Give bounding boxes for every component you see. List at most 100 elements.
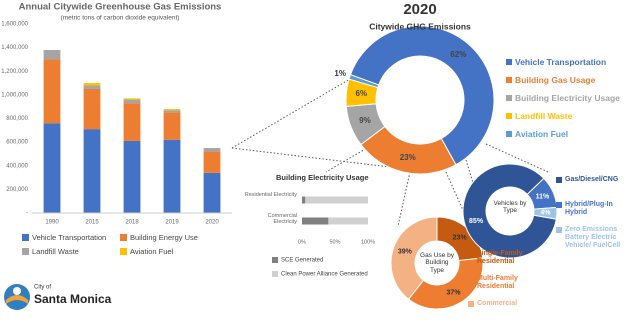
- legend-label: SCE Generated: [281, 258, 323, 264]
- data-label: 23%: [400, 153, 416, 162]
- y-tick-label: 1,600,000: [1, 22, 28, 28]
- legend-label: Multi-Family Residential: [477, 275, 518, 291]
- y-tick-label: 1,200,000: [1, 69, 28, 75]
- legend-label: Hybrid/Plug-In Hybrid: [565, 201, 613, 217]
- bar-segment: [83, 129, 101, 213]
- donut-slice: [390, 216, 438, 300]
- connector: [397, 171, 411, 227]
- x-tick-label: 2018: [125, 220, 139, 226]
- category-label: Commercial Electricity: [267, 213, 297, 226]
- x-tick-label: 2015: [85, 220, 99, 226]
- bar-segment: [123, 98, 141, 100]
- bar-segment: [123, 140, 141, 213]
- y-tick-label: 800,000: [6, 116, 28, 122]
- bar-segment: [83, 88, 101, 130]
- legend-swatch: [556, 177, 562, 183]
- bar-segment: [163, 109, 181, 111]
- category-label: Residential Electricity: [244, 192, 297, 198]
- legend-swatch: [22, 234, 29, 241]
- legend-swatch: [120, 234, 127, 241]
- data-label: 6%: [356, 89, 368, 98]
- logo-sun: [13, 287, 21, 295]
- y-tick-label: 1,000,000: [1, 92, 28, 98]
- donut-slice: [348, 74, 380, 89]
- legend-label: Landfill Waste: [32, 247, 79, 256]
- legend-label: Building Electricity Usage: [515, 93, 620, 103]
- x-tick-label: 2020: [205, 220, 219, 226]
- legend-label: Building Energy Use: [130, 233, 198, 242]
- logo-line2: Santa Monica: [34, 292, 112, 306]
- donut-slice: [349, 25, 495, 166]
- data-label: 39%: [398, 249, 413, 256]
- x-tick-label: 2019: [165, 220, 179, 226]
- donut-slice: [462, 163, 557, 259]
- legend-label: Gas/Diesel/CNG: [565, 176, 619, 183]
- bar-segment: [123, 99, 141, 104]
- data-label: 11%: [536, 193, 550, 200]
- legend-swatch: [468, 301, 474, 307]
- logo-line1: City of: [34, 285, 51, 291]
- bar-segment: [163, 112, 181, 140]
- data-label: 23%: [453, 235, 468, 242]
- data-label: 1%: [334, 69, 346, 78]
- donut-slice: [533, 206, 558, 220]
- bar-segment: [302, 196, 306, 204]
- chart-title: Building Electricity Usage: [276, 173, 369, 182]
- y-tick-label: 400,000: [6, 163, 28, 169]
- legend-label: Clean Power Alliance Generated: [281, 272, 368, 278]
- bar-segment: [123, 103, 141, 141]
- connector: [231, 71, 363, 149]
- y-tick-label: 1,400,000: [1, 45, 28, 51]
- bar-segment: [83, 85, 101, 89]
- legend-swatch: [506, 113, 512, 119]
- legend-label: Single-Family Residential: [477, 250, 523, 266]
- bar-segment: [305, 196, 368, 204]
- legend-label: Commercial: [477, 300, 518, 307]
- bar-segment: [43, 59, 61, 124]
- chart-title: 2020: [403, 1, 436, 18]
- legend-label: Building Gas Usage: [515, 75, 596, 85]
- data-label: 9%: [359, 116, 371, 125]
- x-tick-label: 0%: [298, 239, 306, 245]
- legend-swatch: [468, 276, 474, 282]
- y-tick-label: 600,000: [6, 140, 28, 146]
- bar-segment: [302, 217, 329, 225]
- x-tick-label: 50%: [329, 239, 340, 245]
- legend-swatch: [120, 248, 127, 255]
- y-tick-label: -: [26, 211, 28, 217]
- legend-swatch: [272, 271, 278, 277]
- legend-label: Vehicle Transportation: [32, 233, 106, 242]
- legend-label: Landfill Waste: [515, 111, 573, 121]
- bar-segment: [328, 217, 368, 225]
- data-label: 62%: [450, 50, 466, 59]
- data-label: 85%: [469, 218, 484, 225]
- bar-segment: [163, 110, 181, 113]
- logo-wave: [6, 295, 28, 304]
- bar-segment: [203, 151, 221, 173]
- chart-title: Annual Citywide Greenhouse Gas Emissions: [19, 2, 222, 13]
- legend-swatch: [556, 227, 562, 233]
- bar-segment: [43, 49, 61, 60]
- chart-title: Gas Use by Building Type: [420, 252, 454, 274]
- bar-segment: [163, 139, 181, 213]
- bar-segment: [83, 83, 101, 86]
- donut-slice: [407, 257, 484, 310]
- chart-subtitle: Citywide GHG Emissions: [369, 21, 471, 31]
- y-tick-label: 200,000: [6, 187, 28, 193]
- bar-segment: [43, 123, 61, 213]
- legend-label: Aviation Fuel: [130, 247, 174, 256]
- bar-segment: [203, 172, 221, 213]
- data-label: 4%: [540, 210, 551, 217]
- x-tick-label: 100%: [361, 239, 375, 245]
- connector: [485, 143, 549, 173]
- legend-label: Aviation Fuel: [515, 129, 569, 139]
- connector: [465, 159, 475, 187]
- legend-swatch: [506, 95, 512, 101]
- legend-swatch: [468, 251, 474, 257]
- legend-swatch: [506, 77, 512, 83]
- chart-subtitle: (metric tons of carbon dioxide equivalen…: [61, 15, 180, 22]
- legend-swatch: [506, 59, 512, 65]
- logo: City of Santa Monica: [4, 284, 112, 310]
- legend-swatch: [272, 257, 278, 263]
